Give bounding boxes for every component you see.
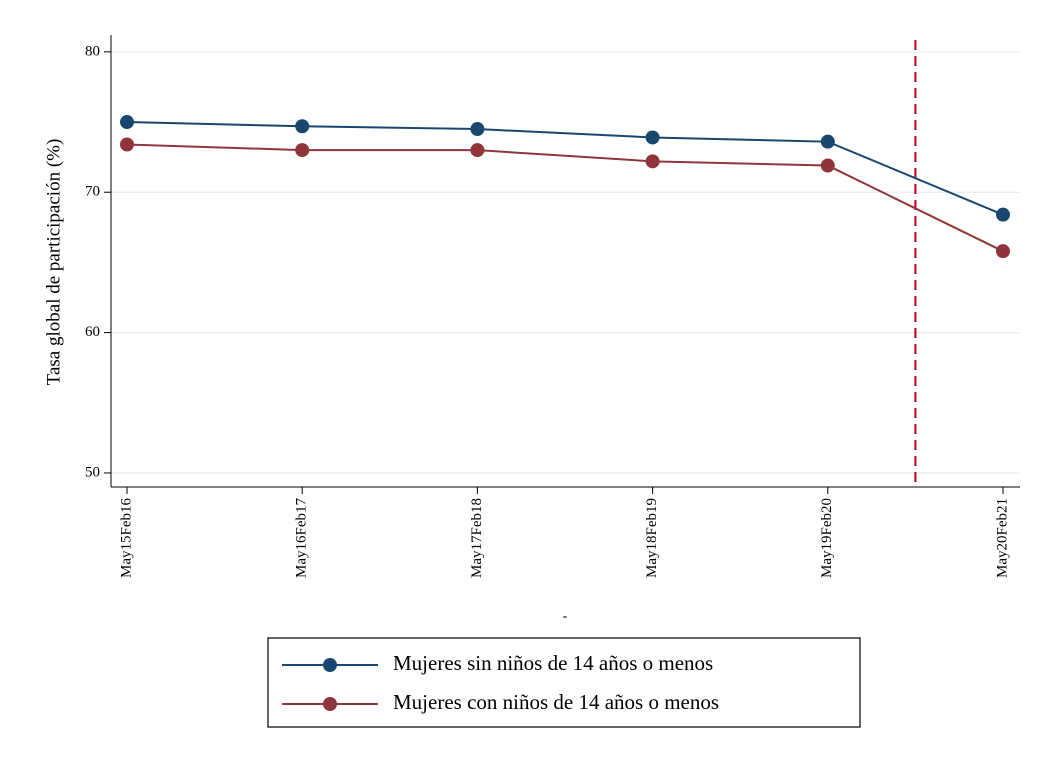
data-point <box>820 134 835 149</box>
x-tick-label: May18Feb19 <box>644 498 660 578</box>
data-point <box>996 207 1010 222</box>
y-axis-title: Tasa global de participación (%) <box>43 139 64 386</box>
background <box>8 10 1033 755</box>
data-point <box>120 115 134 130</box>
data-point <box>470 143 485 158</box>
data-point <box>295 143 310 158</box>
data-point <box>820 158 835 173</box>
y-tick-label: 60 <box>85 324 100 340</box>
legend-label: Mujeres con niños de 14 años o menos <box>393 690 719 714</box>
series-line <box>126 143 1004 253</box>
x-tick-label: May15Feb16 <box>118 498 134 578</box>
legend-box <box>267 637 861 728</box>
data-point <box>645 154 660 169</box>
data-point <box>645 130 660 145</box>
y-tick-label: 70 <box>85 184 100 200</box>
y-tick-label: 50 <box>85 464 100 480</box>
x-tick-label: May17Feb18 <box>469 498 485 578</box>
legend-marker <box>323 658 337 672</box>
x-tick-label: May20Feb21 <box>994 498 1010 578</box>
data-point <box>996 244 1010 259</box>
data-point <box>470 122 485 137</box>
x-tick-label: May16Feb17 <box>294 498 310 578</box>
series-line <box>126 121 1004 216</box>
data-point <box>120 137 134 152</box>
x-tick-label: May19Feb20 <box>819 498 835 578</box>
x-axis-title: - <box>563 609 568 624</box>
legend-marker <box>323 697 337 711</box>
legend-label: Mujeres sin niños de 14 años o menos <box>393 651 713 675</box>
y-tick-label: 80 <box>85 43 100 59</box>
data-point <box>295 119 310 134</box>
